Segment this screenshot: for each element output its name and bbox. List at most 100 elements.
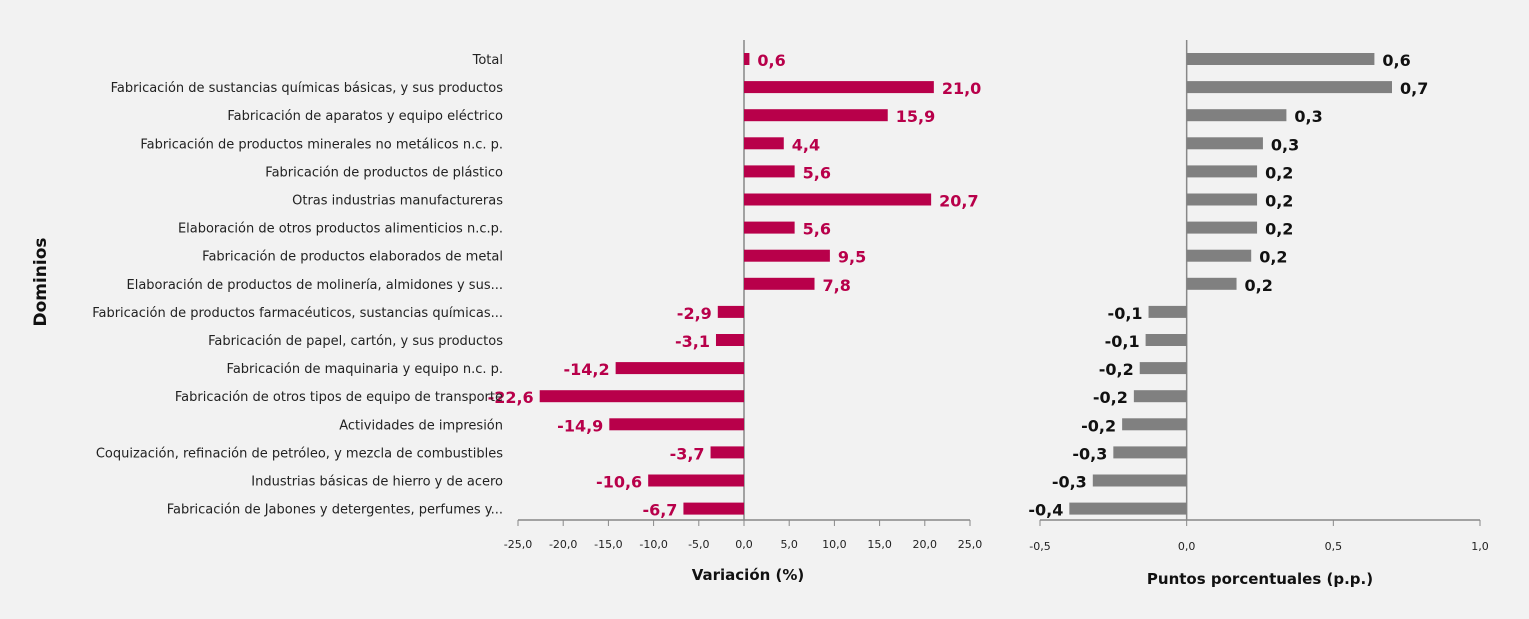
data-label: -2,9 — [677, 304, 712, 323]
x-tick-label: 20,0 — [913, 538, 938, 551]
data-label: 5,6 — [803, 163, 831, 182]
bar — [1186, 221, 1258, 234]
bar — [1133, 390, 1187, 403]
bar — [1148, 305, 1187, 318]
category-label: Fabricación de productos minerales no me… — [140, 137, 503, 152]
data-label: 21,0 — [942, 79, 981, 98]
data-label: 0,3 — [1294, 107, 1322, 126]
bar — [744, 193, 932, 206]
x-tick-label: -25,0 — [504, 538, 532, 551]
data-label: 0,7 — [1400, 79, 1428, 98]
x-tick-label: 0,0 — [1178, 540, 1196, 553]
data-label: -3,7 — [670, 444, 705, 463]
category-label: Fabricación de sustancias químicas básic… — [111, 81, 504, 96]
category-label: Otras industrias manufactureras — [292, 194, 503, 209]
data-label: -22,6 — [488, 388, 534, 407]
bar — [710, 446, 744, 459]
category-label: Elaboración de productos de molinería, a… — [127, 278, 504, 293]
bar — [1186, 277, 1237, 290]
data-label: -14,2 — [564, 360, 610, 379]
bar — [1186, 53, 1375, 65]
bar — [683, 502, 744, 515]
x-tick-label: 0,5 — [1325, 540, 1343, 553]
bar — [744, 53, 750, 65]
category-label: Fabricación de aparatos y equipo eléctri… — [227, 109, 503, 124]
data-label: 0,2 — [1265, 163, 1293, 182]
category-label: Fabricación de productos de plástico — [265, 165, 503, 180]
data-label: 15,9 — [896, 107, 935, 126]
data-label: -0,3 — [1072, 444, 1107, 463]
x-tick-label: -10,0 — [639, 538, 667, 551]
data-label: -0,3 — [1052, 473, 1087, 492]
category-label: Fabricación de productos farmacéuticos, … — [92, 306, 503, 321]
bar — [615, 362, 744, 375]
data-label: -0,2 — [1081, 416, 1116, 435]
data-label: -0,2 — [1099, 360, 1134, 379]
x-tick-label: 25,0 — [958, 538, 983, 551]
data-label: 0,6 — [757, 51, 785, 70]
bar — [744, 109, 888, 122]
data-label: 4,4 — [792, 135, 820, 154]
bar — [744, 81, 934, 94]
data-label: 5,6 — [803, 220, 831, 239]
bar — [744, 165, 795, 178]
category-label: Elaboración de otros productos alimentic… — [178, 222, 503, 237]
bar — [1186, 137, 1263, 150]
y-axis-title: Dominios — [31, 237, 51, 326]
data-label: 0,2 — [1245, 276, 1273, 295]
data-label: 0,2 — [1265, 192, 1293, 211]
x-axis-title-right: Puntos porcentuales (p.p.) — [1147, 570, 1373, 588]
x-axis-title-left: Variación (%) — [692, 566, 805, 584]
data-label: -0,2 — [1093, 388, 1128, 407]
bar — [1186, 109, 1287, 122]
bar — [744, 277, 815, 290]
data-label: -0,1 — [1108, 304, 1143, 323]
data-label: -3,1 — [675, 332, 710, 351]
bar — [1122, 418, 1187, 431]
category-label: Actividades de impresión — [339, 418, 503, 433]
bar — [539, 390, 744, 403]
bar — [1092, 474, 1187, 487]
x-tick-label: -15,0 — [594, 538, 622, 551]
bar — [609, 418, 744, 431]
bar — [717, 305, 744, 318]
x-tick-label: 1,0 — [1471, 540, 1489, 553]
bar — [1139, 362, 1187, 375]
bar — [744, 137, 784, 150]
x-tick-label: 0,0 — [735, 538, 753, 551]
data-label: 9,5 — [838, 248, 866, 267]
bar — [648, 474, 744, 487]
x-tick-label: 5,0 — [780, 538, 798, 551]
category-label: Fabricación de Jabones y detergentes, pe… — [167, 503, 503, 518]
data-label: -6,7 — [642, 501, 677, 520]
data-label: -14,9 — [557, 416, 603, 435]
category-label: Fabricación de otros tipos de equipo de … — [175, 390, 503, 405]
data-label: -10,6 — [596, 473, 642, 492]
data-label: 7,8 — [823, 276, 851, 295]
x-tick-label: 10,0 — [822, 538, 847, 551]
data-label: 20,7 — [939, 192, 978, 211]
bar — [1069, 502, 1187, 515]
data-label: 0,2 — [1265, 220, 1293, 239]
data-label: -0,1 — [1105, 332, 1140, 351]
bar — [1186, 249, 1252, 262]
category-label: Fabricación de papel, cartón, y sus prod… — [208, 334, 503, 349]
data-label: -0,4 — [1028, 501, 1063, 520]
bar — [1113, 446, 1187, 459]
x-tick-label: 15,0 — [867, 538, 892, 551]
category-label: Coquización, refinación de petróleo, y m… — [96, 446, 503, 461]
category-label: Industrias básicas de hierro y de acero — [251, 475, 503, 490]
data-label: 0,3 — [1271, 135, 1299, 154]
x-tick-label: -20,0 — [549, 538, 577, 551]
category-label: Fabricación de maquinaria y equipo n.c. … — [227, 362, 503, 377]
category-label: Total — [472, 53, 503, 68]
bar — [1186, 165, 1258, 178]
bar — [1145, 334, 1187, 346]
bar — [1186, 193, 1258, 206]
right-chart: -0,5 0,0 0,5 1,0 0,6 0,7 0,3 0,3 0,2 0,2 0,2 0,2 0,2… — [1028, 40, 1489, 553]
data-label: 0,6 — [1382, 51, 1410, 70]
bar — [744, 249, 830, 262]
x-tick-label: -5,0 — [688, 538, 709, 551]
bar — [744, 221, 795, 234]
